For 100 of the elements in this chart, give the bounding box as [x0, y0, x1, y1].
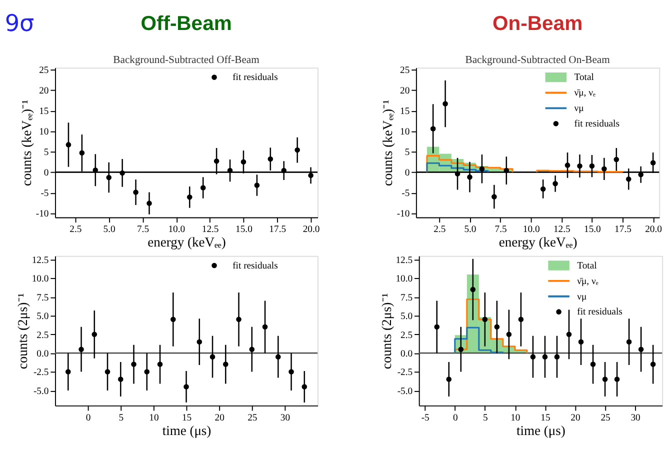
x-axis-title: energy (keVₑₑ) [148, 234, 226, 250]
point [626, 176, 632, 182]
point [146, 200, 152, 206]
x-tick-label: 20.0 [302, 224, 320, 236]
y-axis-title: counts (keVₑₑ)⁻¹ [19, 100, 34, 186]
x-tick-label: 0 [86, 412, 91, 424]
x-tick-label: 2.5 [70, 224, 82, 236]
y-tick-label: 5.0 [400, 311, 413, 322]
point [236, 316, 242, 322]
point [577, 163, 582, 169]
y-tick-label: 2.5 [400, 330, 413, 341]
y-tick-label: -5 [402, 188, 410, 200]
y-tick-label: 10.0 [32, 274, 49, 285]
y-tick-label: -5.0 [397, 386, 413, 397]
point [590, 362, 596, 367]
point [294, 147, 300, 153]
point [530, 354, 536, 360]
x-tick-label: 15 [540, 412, 550, 424]
point [650, 160, 656, 166]
y-tick-label: -5.0 [33, 386, 49, 397]
x-tick-label: 15 [182, 412, 192, 424]
x-tick-label: 17.5 [614, 224, 632, 236]
y-tick-label: 5.0 [36, 311, 49, 322]
point [66, 142, 72, 148]
point [602, 166, 607, 172]
point [281, 168, 287, 174]
y-tick-label: 5 [44, 147, 49, 158]
point [200, 185, 206, 190]
point [614, 376, 620, 382]
point [65, 369, 71, 374]
point [638, 346, 644, 352]
point [92, 167, 98, 173]
point [133, 190, 138, 195]
y-tick-label: -2.5 [33, 367, 49, 378]
point [240, 159, 246, 165]
x-axis-title: time (μs) [162, 422, 212, 438]
point [157, 362, 163, 367]
y-tick-label: 0.0 [400, 348, 413, 360]
x-tick-label: 10.0 [522, 224, 540, 236]
point [210, 354, 216, 360]
legend-label: ν̄μ, νₑ [577, 276, 599, 287]
point [479, 166, 485, 172]
point [184, 384, 189, 390]
point [564, 162, 570, 168]
point [467, 174, 472, 180]
y-tick-label: 0 [44, 168, 49, 179]
x-tick-label: 20.0 [645, 224, 662, 236]
x-tick-label: 12.5 [202, 224, 219, 236]
y-tick-label: 12.5 [396, 254, 413, 266]
x-tick-label: 15.0 [236, 224, 253, 236]
point [578, 339, 584, 345]
point [223, 362, 228, 367]
point [92, 332, 98, 338]
x-tick-label: 10 [510, 412, 520, 424]
point [589, 163, 595, 169]
point [494, 324, 500, 330]
point [104, 369, 110, 374]
point [454, 171, 460, 176]
point [614, 156, 620, 162]
x-tick-label: 25 [248, 412, 258, 424]
point [302, 384, 308, 390]
point [542, 354, 548, 360]
point [249, 346, 255, 352]
legend-label: ν̄μ, νₑ [574, 88, 596, 99]
x-tick-label: 12.5 [553, 224, 570, 236]
legend-label: fit residuals [232, 72, 278, 84]
legend-label: fit residuals [577, 306, 623, 318]
point [504, 168, 510, 174]
y-tick-label: 25 [39, 65, 49, 76]
point [120, 170, 125, 176]
point [118, 376, 124, 382]
point [227, 168, 233, 174]
point [268, 156, 274, 162]
y-tick-label: 5 [404, 147, 410, 158]
point [470, 286, 476, 292]
x-tick-label: 7.5 [494, 224, 507, 236]
point [262, 324, 268, 330]
y-tick-label: -5 [40, 188, 49, 200]
point [442, 101, 448, 106]
x-tick-label: 17.5 [269, 224, 286, 236]
x-tick-label: 10 [149, 412, 159, 424]
point [106, 174, 112, 180]
legend-label: Total [574, 72, 594, 84]
point [288, 369, 294, 374]
point [518, 316, 524, 322]
y-tick-label: 15 [39, 106, 49, 118]
y-tick-label: 20 [39, 86, 49, 97]
point [458, 346, 464, 352]
legend-label: νμ [577, 291, 587, 302]
x-axis-title: time (μs) [516, 422, 566, 438]
y-tick-label: 10 [400, 126, 410, 138]
point [430, 126, 436, 132]
x-tick-label: 5 [118, 412, 124, 424]
point [446, 376, 452, 382]
x-tick-label: 20 [570, 412, 580, 424]
x-tick-label: 5.0 [103, 224, 116, 236]
point [254, 182, 260, 188]
y-tick-label: -10 [396, 208, 410, 220]
y-tick-label: 25 [400, 65, 410, 76]
x-tick-label: 10.0 [168, 224, 186, 236]
